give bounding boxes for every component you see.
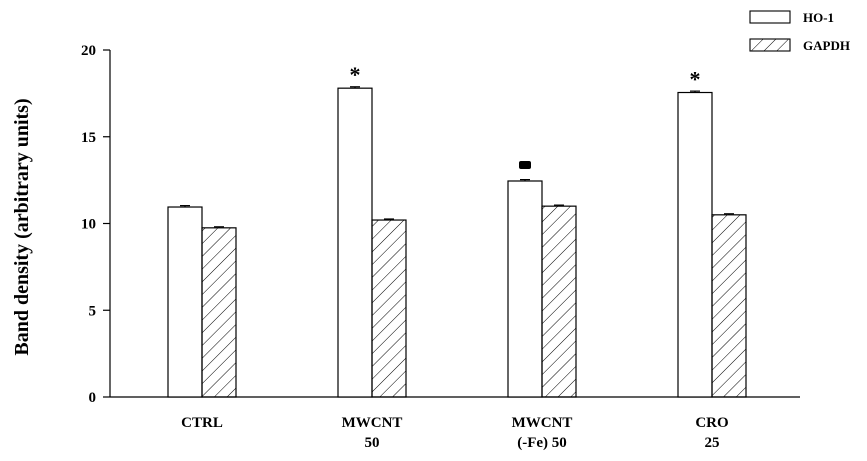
bar-ho-1-3 bbox=[677, 91, 713, 398]
y-tick-label: 5 bbox=[89, 303, 97, 319]
legend: HO-1 GAPDH bbox=[749, 10, 850, 53]
bar-ho-1-1 bbox=[337, 87, 373, 398]
bar-gapdh-3 bbox=[711, 214, 747, 398]
bar-gapdh-1 bbox=[371, 219, 407, 398]
legend-label: GAPDH bbox=[803, 38, 850, 53]
y-axis-title: Band density (arbitrary units) bbox=[11, 98, 33, 355]
bar-ho-1-2 bbox=[507, 180, 543, 398]
bar-ho-1-0 bbox=[167, 206, 203, 398]
bar-gapdh-0 bbox=[201, 227, 237, 398]
y-tick-label: 10 bbox=[81, 217, 96, 233]
y-tick-label: 15 bbox=[81, 130, 96, 146]
category-labels: CTRL MWCNT 50 MWCNT (-Fe) 50 CRO 25 bbox=[181, 415, 729, 451]
legend-swatch-ho-1 bbox=[749, 10, 791, 24]
legend-label: HO-1 bbox=[803, 10, 834, 25]
x-category-label: 50 bbox=[365, 435, 380, 451]
significance-marker-filled bbox=[519, 160, 531, 169]
x-category-label: MWCNT bbox=[342, 415, 403, 431]
x-category-label: MWCNT bbox=[512, 415, 573, 431]
x-category-label: CTRL bbox=[181, 415, 223, 431]
x-category-label: (-Fe) 50 bbox=[517, 435, 567, 451]
y-tick-label: 20 bbox=[81, 43, 96, 59]
x-category-label: CRO bbox=[695, 415, 728, 431]
bars: * * bbox=[167, 62, 747, 398]
legend-swatch-gapdh bbox=[749, 38, 791, 52]
bar-gapdh-2 bbox=[541, 205, 577, 398]
significance-marker-asterisk: * bbox=[350, 62, 361, 87]
y-tick-label: 0 bbox=[89, 390, 97, 406]
x-category-label: 25 bbox=[705, 435, 720, 451]
significance-marker-asterisk: * bbox=[690, 67, 701, 92]
